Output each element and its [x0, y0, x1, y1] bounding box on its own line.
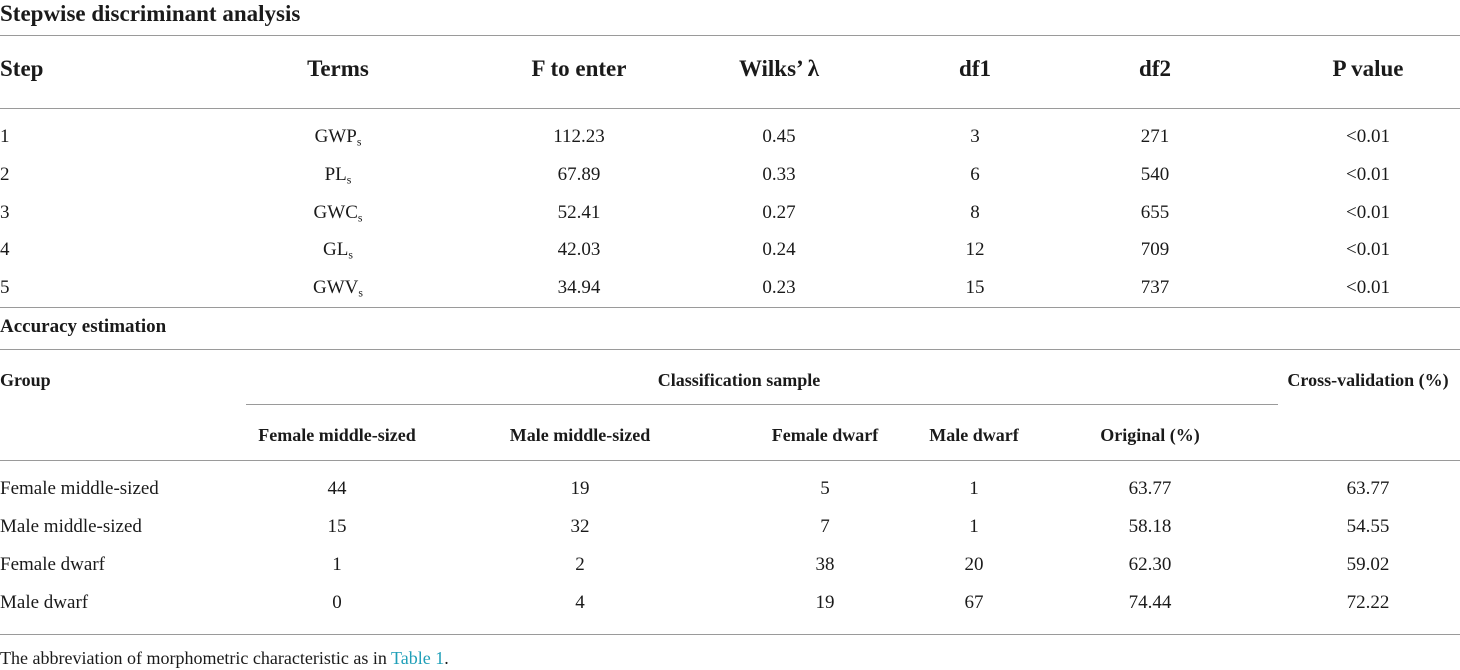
cross-validation-cell: 63.77: [1346, 478, 1390, 499]
p-value-cell: <0.01: [1346, 164, 1390, 185]
classification-value-cell: 5: [820, 478, 830, 499]
classification-subheader-cell: Female dwarf: [771, 425, 879, 445]
group-cell: Female middle-sized: [0, 478, 159, 499]
group-cell: Male dwarf: [0, 592, 89, 613]
term-cell: GWVs: [313, 277, 363, 300]
f-to-enter-cell: 52.41: [557, 202, 601, 223]
df2-cell: 737: [1140, 277, 1170, 298]
stepwise-header-cell: Terms: [307, 56, 369, 81]
group-header: Group: [0, 370, 51, 390]
step-cell: 4: [0, 239, 10, 260]
table-1-link[interactable]: Table 1: [391, 648, 445, 668]
classification-value-cell: 20: [964, 554, 984, 575]
rule-section2-top: [0, 349, 1460, 350]
group-cell: Female dwarf: [0, 554, 105, 575]
classification-value-cell: 1: [969, 516, 979, 537]
wilks-cell: 0.24: [762, 239, 796, 260]
df1-cell: 12: [965, 239, 985, 260]
df1-cell: 8: [970, 202, 980, 223]
p-value-cell: <0.01: [1346, 202, 1390, 223]
term-cell: GLs: [323, 239, 353, 262]
classification-subheader-cell: Male middle-sized: [509, 425, 651, 445]
classification-value-cell: 19: [570, 478, 590, 499]
rule-classification-span: [246, 404, 1278, 405]
wilks-cell: 0.23: [762, 277, 796, 298]
stepwise-header-cell: df2: [1139, 56, 1171, 81]
df2-cell: 709: [1140, 239, 1170, 260]
classification-value-cell: 67: [964, 592, 984, 613]
df2-cell: 271: [1140, 126, 1170, 147]
f-to-enter-cell: 42.03: [557, 239, 601, 260]
term-subscript: s: [357, 211, 363, 225]
p-value-cell: <0.01: [1346, 277, 1390, 298]
stepwise-header-cell: F to enter: [531, 56, 627, 81]
f-to-enter-cell: 34.94: [557, 277, 601, 298]
classification-value-cell: 38: [815, 554, 835, 575]
classification-value-cell: 2: [575, 554, 585, 575]
wilks-cell: 0.45: [762, 126, 796, 147]
classification-value-cell: 0: [332, 592, 342, 613]
f-to-enter-cell: 67.89: [557, 164, 601, 185]
accuracy-section-title: Accuracy estimation: [0, 316, 167, 337]
df1-cell: 3: [970, 126, 980, 147]
group-cell: Male middle-sized: [0, 516, 142, 537]
step-cell: 2: [0, 164, 10, 185]
classification-subheader-cell: Female middle-sized: [258, 425, 416, 445]
classification-value-cell: 19: [815, 592, 835, 613]
rule-header-bottom: [0, 108, 1460, 109]
term-subscript: s: [348, 248, 353, 262]
rule-accuracy-header-bottom: [0, 460, 1460, 461]
classification-sample-header: Classification sample: [657, 370, 821, 390]
stepwise-header-cell: Wilks’ λ: [738, 56, 820, 81]
step-cell: 5: [0, 277, 10, 298]
classification-value-cell: 1: [332, 554, 342, 575]
rule-section1-bottom: [0, 307, 1460, 308]
cross-validation-cell: 54.55: [1346, 516, 1390, 537]
wilks-cell: 0.33: [762, 164, 796, 185]
step-cell: 3: [0, 202, 10, 223]
stepwise-header-cell: Step: [0, 56, 44, 81]
footnote: The abbreviation of morphometric charact…: [0, 648, 449, 669]
wilks-cell: 0.27: [762, 202, 796, 223]
rule-top: [0, 35, 1460, 36]
df2-cell: 655: [1140, 202, 1170, 223]
stepwise-header-cell: df1: [959, 56, 991, 81]
f-to-enter-cell: 112.23: [553, 126, 605, 147]
classification-value-cell: 62.30: [1128, 554, 1172, 575]
stepwise-header-cell: P value: [1332, 56, 1404, 81]
term-cell: GWPs: [314, 126, 362, 149]
cross-validation-cell: 59.02: [1346, 554, 1390, 575]
stepwise-section-title: Stepwise discriminant analysis: [0, 1, 301, 26]
p-value-cell: <0.01: [1346, 126, 1390, 147]
classification-subheader-cell: Male dwarf: [929, 425, 1019, 445]
classification-subheader-cell: Original (%): [1100, 425, 1200, 445]
classification-value-cell: 7: [820, 516, 830, 537]
classification-value-cell: 15: [327, 516, 347, 537]
classification-value-cell: 32: [570, 516, 590, 537]
df1-cell: 6: [970, 164, 980, 185]
classification-value-cell: 74.44: [1128, 592, 1172, 613]
footnote-text: The abbreviation of morphometric charact…: [0, 648, 392, 668]
term-subscript: s: [346, 173, 352, 187]
cross-validation-header: Cross-validation (%): [1287, 370, 1449, 390]
term-subscript: s: [356, 135, 362, 149]
rule-bottom: [0, 634, 1460, 635]
step-cell: 1: [0, 126, 10, 147]
cross-validation-cell: 72.22: [1346, 592, 1390, 613]
classification-value-cell: 1: [969, 478, 979, 499]
term-cell: PLs: [324, 164, 352, 187]
classification-value-cell: 4: [575, 592, 585, 613]
term-subscript: s: [358, 286, 363, 300]
p-value-cell: <0.01: [1346, 239, 1390, 260]
term-cell: GWCs: [313, 202, 363, 225]
classification-value-cell: 63.77: [1128, 478, 1172, 499]
classification-value-cell: 58.18: [1128, 516, 1172, 537]
df1-cell: 15: [965, 277, 985, 298]
classification-value-cell: 44: [327, 478, 347, 499]
footnote-end: .: [444, 648, 449, 668]
df2-cell: 540: [1140, 164, 1170, 185]
